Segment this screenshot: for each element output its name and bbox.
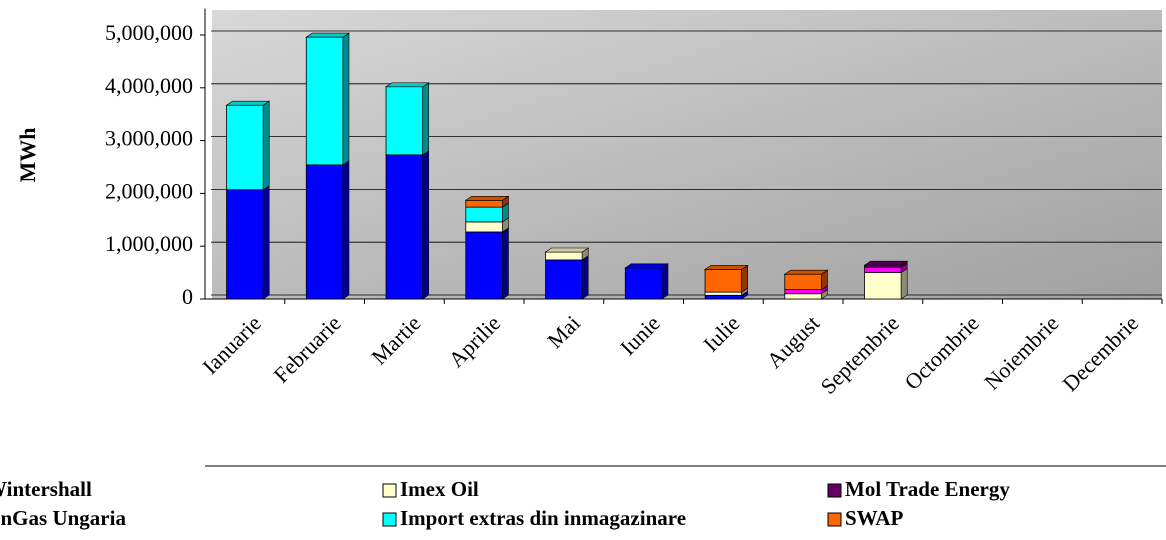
bar-side (502, 227, 509, 300)
bar-segment (624, 267, 663, 300)
bar-side (900, 268, 908, 300)
y-tick-label: 5,000,000 (105, 20, 193, 45)
y-tick-label: 4,000,000 (105, 73, 193, 98)
bar-segment (864, 266, 902, 274)
bar-segment (465, 199, 503, 208)
legend-label: Mol Trade Energy (845, 477, 1010, 501)
x-tick-label: Iunie (615, 310, 665, 360)
legend-swatch (382, 512, 397, 527)
bar-segment (465, 231, 503, 300)
bar-top (704, 265, 749, 270)
legend-label: SWAP (845, 506, 904, 530)
bar-top (624, 263, 669, 269)
bar-side (262, 185, 270, 300)
legend-swatch (382, 483, 397, 498)
plot-area (212, 10, 1162, 299)
bar-side (741, 264, 749, 293)
bar-segment (305, 164, 344, 300)
bar-side (422, 82, 430, 156)
bar-segment (465, 221, 503, 233)
y-tick-label: 3,000,000 (105, 126, 193, 151)
bar-segment (545, 251, 583, 261)
bar-segment (704, 294, 743, 300)
x-tick-label: Octombrie (900, 310, 984, 394)
x-tick-label: Aprilie (443, 310, 505, 372)
bar-top (385, 82, 430, 88)
bar-segment (385, 86, 424, 156)
bar-top (305, 32, 350, 38)
x-tick-label: Ianuarie (197, 310, 266, 379)
bar-segment (704, 291, 743, 296)
bar-segment (864, 272, 902, 300)
x-tick-label: August (762, 310, 825, 373)
x-tick-label: Iulie (698, 310, 744, 356)
x-tick-label: Mai (542, 310, 585, 353)
x-tick-label: Noiembrie (979, 310, 1063, 394)
bar-segment (784, 273, 822, 290)
bar-top (544, 247, 590, 253)
legend-label: Imex Oil (400, 477, 479, 501)
y-tick-label: 1,000,000 (105, 231, 193, 256)
legend-label: EonGas Ungaria (0, 506, 126, 530)
bar-side (422, 150, 430, 300)
bar-segment (226, 104, 264, 191)
bar-segment (226, 189, 264, 300)
x-tick-label: Septembrie (815, 310, 904, 399)
y-axis-label: MWh (15, 128, 40, 183)
bar-side (262, 100, 270, 191)
x-tick-label: Decembrie (1057, 310, 1143, 396)
bar-side (661, 263, 669, 300)
bar-segment (305, 36, 344, 166)
bar-side (342, 160, 350, 300)
bar-segment (704, 269, 743, 293)
y-tick-label: 0 (182, 284, 193, 309)
bar-top (464, 195, 510, 201)
legend-label: Import extras din inmagazinare (400, 506, 686, 530)
bar-segment (545, 259, 583, 300)
bar-top (783, 269, 829, 275)
bar-segment (864, 264, 902, 268)
bar-segment (784, 289, 822, 295)
bar-side (581, 255, 589, 300)
bar-top (863, 260, 909, 266)
bar-segment (465, 206, 503, 223)
y-tick-label: 2,000,000 (105, 178, 193, 203)
legend-swatch (827, 512, 842, 527)
legend-swatch (827, 483, 842, 498)
x-tick-label: Februarie (268, 310, 345, 387)
legend-label: Wintershall (0, 477, 92, 501)
bar-segment (784, 293, 822, 300)
bar-top (225, 100, 271, 106)
x-tick-label: Martie (366, 310, 425, 369)
bar-segment (385, 154, 424, 300)
bar-side (342, 32, 350, 166)
